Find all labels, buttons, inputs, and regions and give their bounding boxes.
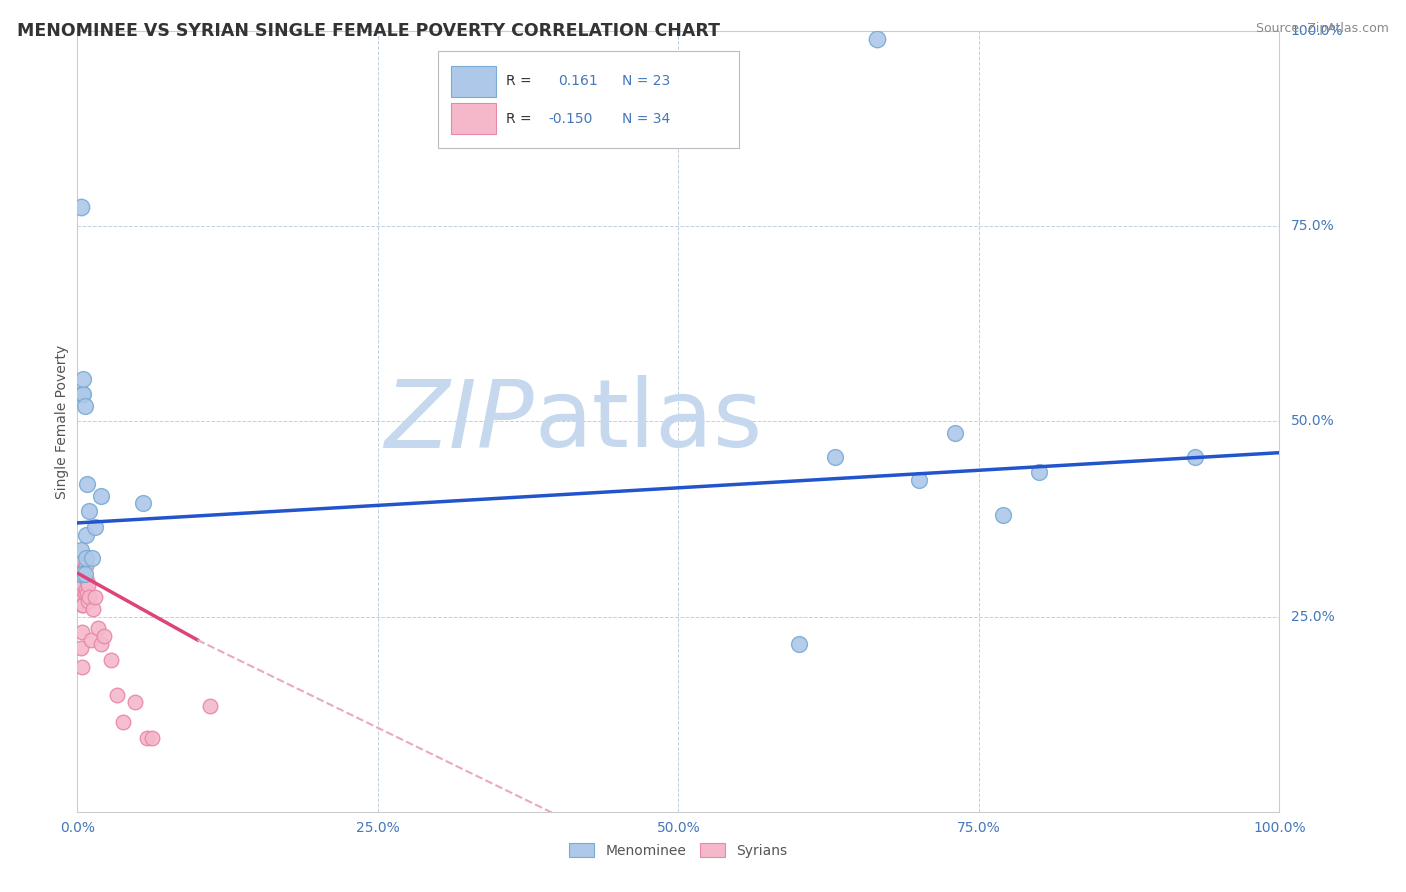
Point bbox=[198, 699, 221, 714]
Point bbox=[70, 598, 93, 612]
Point bbox=[1184, 450, 1206, 464]
Point bbox=[70, 594, 93, 608]
Point bbox=[70, 566, 93, 581]
Point bbox=[82, 601, 104, 615]
Point bbox=[93, 629, 115, 643]
Point bbox=[1028, 465, 1050, 479]
Point bbox=[75, 582, 97, 597]
Point bbox=[76, 476, 98, 491]
Point bbox=[72, 371, 94, 385]
Point bbox=[73, 566, 96, 581]
Point bbox=[67, 582, 90, 597]
Point bbox=[787, 637, 810, 651]
Point bbox=[136, 731, 159, 745]
FancyBboxPatch shape bbox=[439, 51, 738, 148]
Text: N = 23: N = 23 bbox=[621, 74, 671, 88]
Point bbox=[124, 696, 146, 710]
Text: 75.0%: 75.0% bbox=[1291, 219, 1334, 234]
Point bbox=[79, 633, 101, 648]
Point bbox=[73, 399, 96, 413]
Point bbox=[75, 527, 97, 541]
Point bbox=[70, 640, 93, 655]
Point bbox=[991, 508, 1014, 523]
Point bbox=[69, 555, 91, 569]
Legend: Menominee, Syrians: Menominee, Syrians bbox=[564, 838, 793, 863]
Text: 100.0%: 100.0% bbox=[1291, 24, 1343, 38]
Point bbox=[141, 731, 163, 745]
Point bbox=[866, 32, 889, 46]
Point bbox=[70, 660, 93, 674]
Point bbox=[76, 586, 98, 600]
Point bbox=[90, 489, 112, 503]
Y-axis label: Single Female Poverty: Single Female Poverty bbox=[55, 344, 69, 499]
Text: N = 34: N = 34 bbox=[621, 112, 671, 126]
Point bbox=[70, 625, 93, 640]
Point bbox=[70, 200, 93, 214]
Point bbox=[105, 688, 128, 702]
FancyBboxPatch shape bbox=[451, 103, 496, 134]
Point bbox=[79, 590, 101, 604]
Text: -0.150: -0.150 bbox=[548, 112, 593, 126]
Point bbox=[111, 714, 134, 729]
Text: atlas: atlas bbox=[534, 376, 762, 467]
Text: Source: ZipAtlas.com: Source: ZipAtlas.com bbox=[1256, 22, 1389, 36]
Point bbox=[72, 563, 94, 577]
Point bbox=[76, 574, 98, 589]
Point bbox=[80, 551, 103, 566]
FancyBboxPatch shape bbox=[451, 66, 496, 97]
Point bbox=[79, 504, 101, 518]
Text: 0.161: 0.161 bbox=[558, 74, 598, 88]
Point bbox=[69, 574, 91, 589]
Point bbox=[908, 473, 931, 487]
Point bbox=[73, 558, 96, 573]
Point bbox=[75, 551, 97, 566]
Point bbox=[70, 566, 93, 581]
Text: MENOMINEE VS SYRIAN SINGLE FEMALE POVERTY CORRELATION CHART: MENOMINEE VS SYRIAN SINGLE FEMALE POVERT… bbox=[17, 22, 720, 40]
Point bbox=[72, 598, 94, 612]
Point bbox=[132, 496, 155, 510]
Point bbox=[84, 520, 107, 534]
Point bbox=[90, 637, 112, 651]
Point bbox=[87, 621, 110, 635]
Point bbox=[77, 594, 100, 608]
Point bbox=[100, 652, 122, 666]
Point bbox=[824, 450, 846, 464]
Point bbox=[75, 558, 97, 573]
Point bbox=[73, 586, 96, 600]
Point bbox=[77, 578, 100, 592]
Point bbox=[72, 387, 94, 401]
Text: R =: R = bbox=[506, 74, 531, 88]
Text: R =: R = bbox=[506, 112, 531, 126]
Point bbox=[943, 426, 966, 441]
Text: 50.0%: 50.0% bbox=[1291, 415, 1334, 428]
Text: 25.0%: 25.0% bbox=[1291, 609, 1334, 624]
Point bbox=[70, 555, 93, 569]
Point bbox=[70, 543, 93, 558]
Point bbox=[72, 578, 94, 592]
Point bbox=[84, 590, 107, 604]
Text: ZIP: ZIP bbox=[384, 376, 534, 467]
Point bbox=[70, 387, 93, 401]
